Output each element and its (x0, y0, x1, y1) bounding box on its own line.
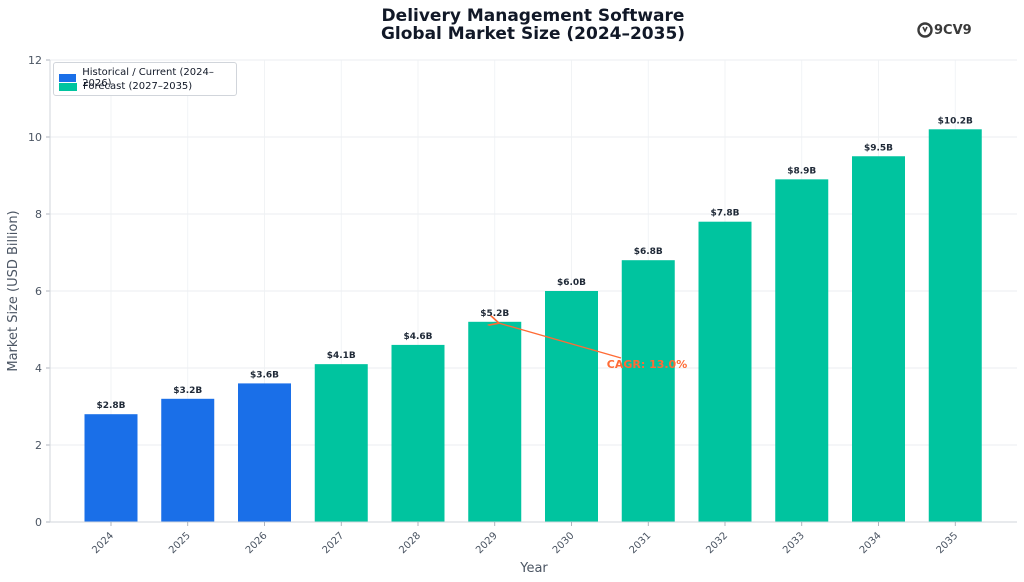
data-label-2030: $6.0B (557, 278, 586, 288)
axes: 0 2 4 6 8 10 12 2024 2025 2026 2027 2028 2029 2030 203… (28, 54, 1017, 556)
chart-title: Delivery Management Software (382, 6, 685, 26)
legend-label-forecast: Forecast (2027–2035) (83, 81, 193, 92)
legend-label-historical: Historical / Current (2024–2026) (82, 67, 214, 89)
logo-text: 9CV9 (934, 22, 972, 38)
x-tick-label-2029: 2029 (474, 530, 500, 556)
y-tick-label: 12 (28, 54, 42, 67)
data-label-2033: $8.9B (787, 166, 816, 176)
bar-2027 (314, 364, 368, 522)
y-tick-label: 6 (35, 285, 42, 298)
y-axis-label: Market Size (USD Billion) (6, 210, 21, 371)
bar-2035 (928, 129, 982, 523)
cagr-annotation: CAGR: 13.0% (498, 323, 687, 371)
y-tick-label: 8 (35, 208, 42, 221)
bar-2033 (775, 179, 829, 522)
data-label-2025: $3.2B (173, 386, 202, 396)
data-label-2027: $4.1B (327, 351, 356, 361)
x-tick-label-2027: 2027 (321, 530, 347, 556)
bar-2028 (391, 344, 445, 522)
bar-2025 (161, 398, 215, 522)
bar-labels: $2.8B $3.2B $3.6B $4.1B $4.6B $5.2B $6.0B $6.8B… (96, 116, 973, 411)
bar-2031 (621, 260, 675, 522)
x-tick-label-2028: 2028 (397, 530, 423, 556)
x-tick-label-2031: 2031 (628, 530, 654, 556)
brand-logo: 9CV9 (917, 22, 972, 38)
x-tick-label-2026: 2026 (244, 530, 270, 556)
bar-2032 (698, 221, 752, 522)
x-tick-label-2030: 2030 (551, 530, 577, 556)
data-label-2034: $9.5B (864, 143, 893, 153)
data-label-2031: $6.8B (634, 247, 663, 257)
legend: Historical / Current (2024–2026) Forecas… (53, 62, 237, 96)
y-tick-label: 10 (28, 131, 42, 144)
x-axis-label: Year (519, 561, 548, 576)
chart-subtitle: Global Market Size (2024–2035) (381, 24, 685, 44)
legend-swatch-forecast (59, 82, 77, 91)
bars (84, 129, 982, 523)
legend-item-historical: Historical / Current (2024–2026) (59, 67, 236, 89)
y-tick-label: 0 (35, 516, 42, 529)
bar-2026 (238, 383, 291, 522)
bar-2034 (852, 156, 905, 522)
y-tick-label: 2 (35, 439, 42, 452)
bar-2024 (84, 414, 138, 522)
y-tick-label: 4 (35, 362, 42, 375)
legend-swatch-historical (59, 74, 77, 82)
x-tick-label-2035: 2035 (935, 530, 961, 556)
legend-item-forecast: Forecast (2027–2035) (59, 81, 192, 92)
x-tick-label-2025: 2025 (167, 530, 193, 556)
9cv9-logo-icon (917, 22, 933, 38)
x-tick-label-2032: 2032 (704, 530, 730, 556)
data-label-2026: $3.6B (250, 370, 279, 380)
data-label-2029: $5.2B (480, 309, 509, 319)
bar-2030 (545, 291, 598, 522)
cagr-arrow (498, 323, 622, 359)
bar-2029 (468, 321, 522, 522)
data-label-2028: $4.6B (403, 332, 432, 342)
x-tick-label-2034: 2034 (858, 530, 884, 556)
cagr-label: CAGR: 13.0% (607, 358, 687, 371)
x-tick-label-2024: 2024 (90, 530, 116, 556)
x-tick-label-2033: 2033 (781, 530, 807, 556)
data-label-2024: $2.8B (96, 401, 125, 411)
data-label-2035: $10.2B (938, 116, 973, 126)
data-label-2032: $7.8B (710, 209, 739, 219)
